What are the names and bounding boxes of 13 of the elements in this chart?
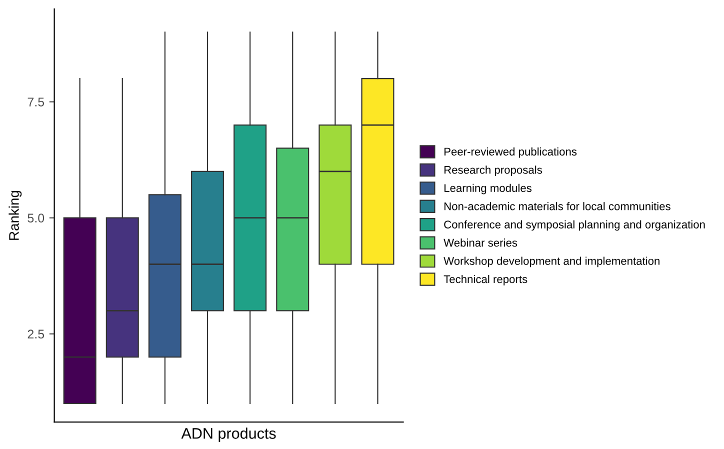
legend-label: Technical reports (444, 274, 528, 286)
y-axis-title: Ranking (8, 190, 22, 240)
legend-label: Webinar series (444, 238, 518, 247)
y-tick-label: 5.0 (28, 214, 44, 222)
legend-label: Learning modules (444, 184, 532, 194)
legend-label: Non-academic materials for local communities (444, 202, 670, 210)
x-axis-title: ADN products (181, 428, 276, 442)
legend-label: Conference and symposial planning and organization (444, 220, 705, 231)
legend-label: Research proposals (444, 166, 542, 176)
y-tick-label: 2.5 (28, 330, 44, 339)
legend-label: Workshop development and implementation (444, 256, 660, 268)
legend-label: Peer-reviewed publications (444, 147, 577, 158)
y-tick-label: 7.5 (28, 98, 44, 106)
